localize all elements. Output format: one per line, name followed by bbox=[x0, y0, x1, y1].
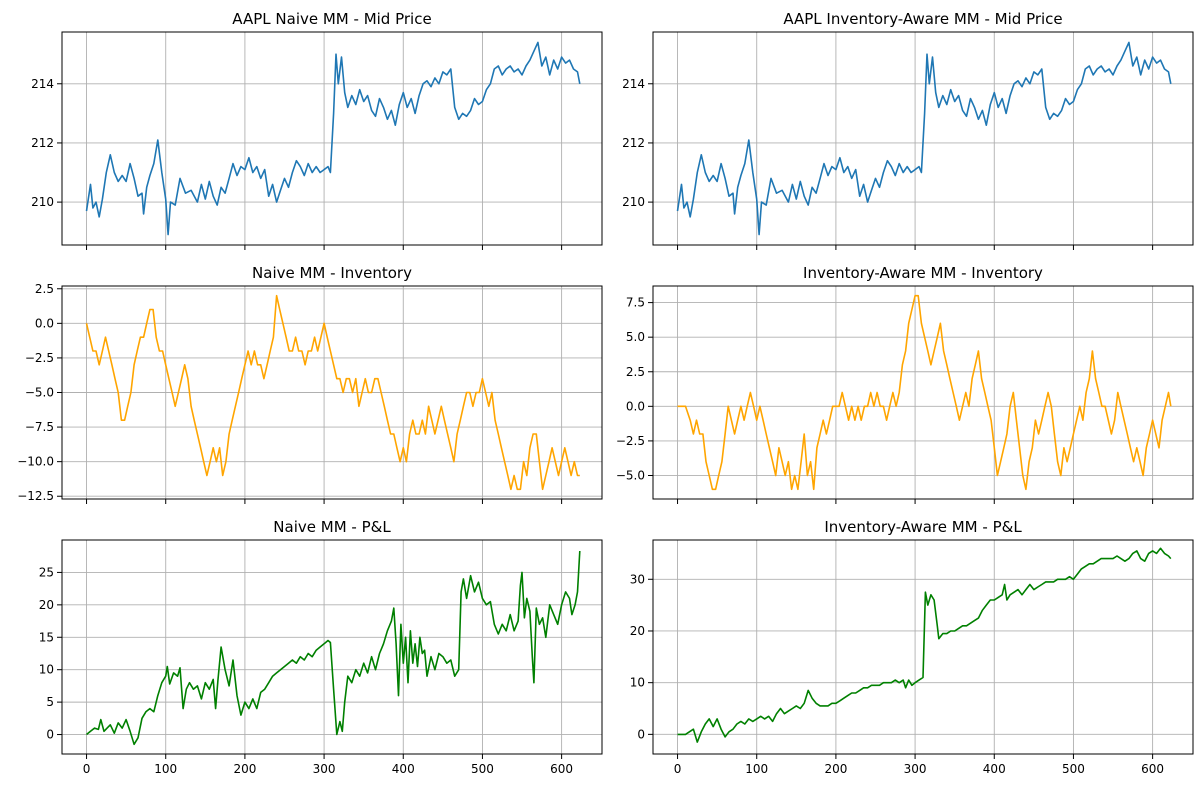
y-tick-label: 212 bbox=[622, 136, 645, 150]
y-tick-label: 15 bbox=[39, 630, 54, 644]
x-tick-label: 500 bbox=[471, 762, 494, 776]
y-tick-label: 0 bbox=[46, 728, 54, 742]
subplot-title: Naive MM - Inventory bbox=[252, 264, 412, 282]
x-tick-label: 0 bbox=[83, 762, 91, 776]
subplot-1: 210 212 214 AAPL Naive MM - Mid Price bbox=[31, 10, 603, 250]
x-tick-label: 100 bbox=[745, 762, 768, 776]
subplot-6: 0 100 200 300 400 500 600 0 10 20 30 Inventory-Awar… bbox=[630, 518, 1194, 776]
y-tick-label: 0.0 bbox=[35, 316, 54, 330]
y-tick-label: 210 bbox=[31, 195, 54, 209]
y-tick-label: 2.5 bbox=[35, 282, 54, 296]
series-line bbox=[86, 550, 581, 746]
x-tick-label: 0 bbox=[674, 762, 682, 776]
subplot-title: Naive MM - P&L bbox=[273, 518, 391, 536]
y-tick-label: 10 bbox=[39, 663, 54, 677]
axes-frame bbox=[652, 31, 1194, 246]
y-tick-label: −2.5 bbox=[25, 351, 54, 365]
subplot-2: 210 212 214 AAPL Inventory-Aware MM - Mid P… bbox=[622, 10, 1194, 250]
y-tick-label: 25 bbox=[39, 565, 54, 579]
y-tick-label: 10 bbox=[630, 676, 645, 690]
subplot-title: AAPL Inventory-Aware MM - Mid Price bbox=[783, 10, 1062, 28]
y-tick-label: −10.0 bbox=[17, 455, 54, 469]
y-tick-label: 20 bbox=[630, 624, 645, 638]
y-tick-label: 210 bbox=[622, 195, 645, 209]
y-tick-label: 5 bbox=[46, 695, 54, 709]
y-tick-label: 0 bbox=[637, 727, 645, 741]
x-tick-label: 600 bbox=[550, 762, 573, 776]
y-tick-label: −5.0 bbox=[616, 468, 645, 482]
x-tick-label: 500 bbox=[1062, 762, 1085, 776]
series-line bbox=[85, 41, 581, 236]
subplot-title: Inventory-Aware MM - Inventory bbox=[803, 264, 1043, 282]
x-tick-label: 200 bbox=[824, 762, 847, 776]
subplot-4: 7.5 5.0 2.5 0.0 −2.5 −5.0 Inventory-Aware MM -… bbox=[616, 264, 1194, 504]
y-tick-label: 212 bbox=[31, 136, 54, 150]
y-tick-label: 214 bbox=[31, 77, 54, 91]
subplot-title: AAPL Naive MM - Mid Price bbox=[232, 10, 431, 28]
subplot-3: 2.5 0.0 −2.5 −5.0 −7.5 −10.0 −12.5 Naive MM - I… bbox=[17, 264, 603, 504]
axes-frame bbox=[61, 31, 603, 246]
subplot-title: Inventory-Aware MM - P&L bbox=[824, 518, 1022, 536]
y-tick-label: −7.5 bbox=[25, 420, 54, 434]
subplot-5: 0 100 200 300 400 500 600 0 5 10 15 20 25 Naive MM - … bbox=[39, 518, 603, 776]
y-tick-label: 20 bbox=[39, 598, 54, 612]
x-tick-label: 100 bbox=[154, 762, 177, 776]
y-tick-label: −5.0 bbox=[25, 386, 54, 400]
axes-frame bbox=[652, 285, 1194, 500]
series-line bbox=[677, 547, 1172, 743]
y-tick-label: 214 bbox=[622, 77, 645, 91]
y-tick-label: 5.0 bbox=[626, 330, 645, 344]
axes-frame bbox=[61, 539, 603, 755]
series-line bbox=[676, 41, 1172, 236]
x-tick-label: 300 bbox=[313, 762, 336, 776]
x-tick-label: 400 bbox=[983, 762, 1006, 776]
y-tick-label: 7.5 bbox=[626, 296, 645, 310]
x-tick-label: 600 bbox=[1141, 762, 1164, 776]
x-tick-label: 200 bbox=[233, 762, 256, 776]
y-tick-label: −12.5 bbox=[17, 489, 54, 503]
series-line bbox=[677, 294, 1172, 491]
y-tick-label: 0.0 bbox=[626, 399, 645, 413]
y-tick-label: −2.5 bbox=[616, 434, 645, 448]
x-tick-label: 300 bbox=[904, 762, 927, 776]
series-line bbox=[85, 294, 580, 491]
x-tick-label: 400 bbox=[392, 762, 415, 776]
y-tick-label: 30 bbox=[630, 572, 645, 586]
y-tick-label: 2.5 bbox=[626, 365, 645, 379]
axes-frame bbox=[652, 539, 1194, 755]
axes-frame bbox=[61, 285, 603, 500]
